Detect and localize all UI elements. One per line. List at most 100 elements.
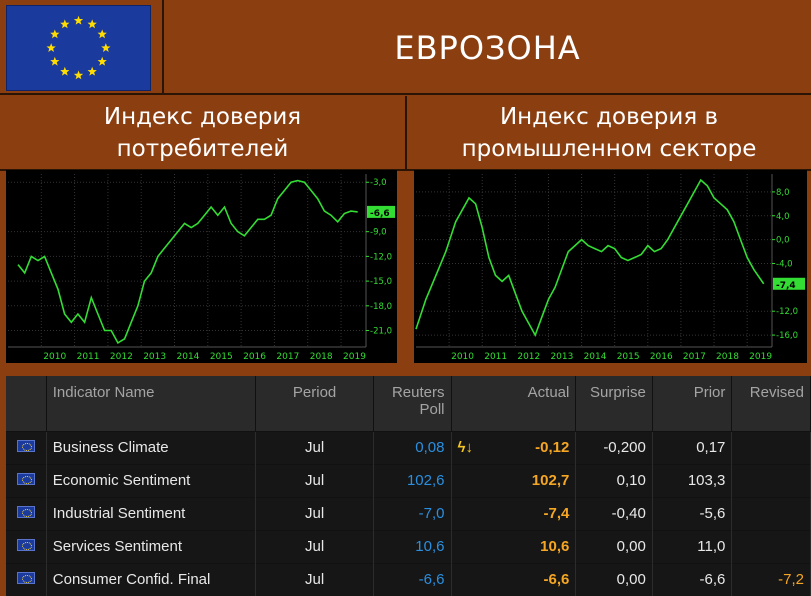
- flag-star-icon: [46, 43, 56, 52]
- prior: 0,17: [652, 430, 733, 464]
- lightning-down-icon: ϟ↓: [457, 439, 473, 456]
- prior: -5,6: [652, 496, 733, 530]
- revised: -7,2: [731, 562, 811, 596]
- x-tick-label: 2012: [110, 352, 133, 362]
- actual-value: -6,6: [451, 562, 577, 596]
- indicator-name: Industrial Sentiment: [46, 496, 257, 530]
- y-tick-label: -21,0: [370, 327, 392, 337]
- reuters-poll: 102,6: [373, 463, 452, 497]
- last-value-label: -7,4: [776, 281, 796, 291]
- prior-text: 0,17: [696, 439, 726, 456]
- reuters-poll-text: -6,6: [418, 571, 445, 589]
- reuters-poll-text: 0,08: [415, 439, 445, 456]
- table-row[interactable]: Services Sentiment Jul 10,6 10,6 0,00 11,0: [6, 529, 811, 563]
- revised: [731, 463, 811, 497]
- x-tick-label: 2014: [177, 352, 200, 362]
- revised: [731, 496, 811, 530]
- panel-title-industry: Индекс доверия в промышленном секторе: [461, 104, 757, 162]
- period-text: Jul: [304, 505, 325, 522]
- table-row[interactable]: Consumer Confid. Final Jul -6,6 -6,6 0,00 -6,…: [6, 562, 811, 596]
- flag-star-icon: [87, 19, 97, 29]
- reuters-poll-text: 102,6: [406, 472, 445, 489]
- y-tick-label: -4,0: [776, 259, 793, 269]
- prior: 11,0: [652, 529, 733, 563]
- table-row[interactable]: Economic Sentiment Jul 102,6 102,7 0,10 103,3: [6, 463, 811, 497]
- eu-flag-icon: [6, 5, 151, 91]
- prior-text: 11,0: [697, 538, 726, 555]
- eu-flag-icon: [16, 473, 35, 485]
- flag-star-icon: [73, 15, 84, 25]
- flag-star-icon: [50, 29, 60, 39]
- x-tick-label: 2013: [550, 352, 573, 362]
- x-tick-label: 2017: [276, 352, 299, 362]
- x-tick-label: 2019: [343, 352, 366, 362]
- indicator-name: Consumer Confid. Final: [46, 562, 257, 596]
- prior-text: -5,6: [699, 505, 726, 522]
- flag-star-icon: [87, 66, 97, 76]
- table-row[interactable]: Business Climate Jul 0,08 ϟ↓ -0,12 -0,200 0,17: [6, 430, 811, 464]
- y-tick-label: -12,0: [370, 252, 392, 262]
- col-reuters-poll[interactable]: Reuters Poll: [373, 376, 452, 431]
- actual-value: ϟ↓ -0,12: [451, 430, 577, 464]
- reuters-poll-text: 10,6: [415, 538, 445, 555]
- consumer-confidence-svg: -3,0 -6,6 -9,0 -12,0 -15,0 -18,0 -21,0 2010 2011…: [8, 174, 395, 362]
- last-value-badge: [773, 277, 805, 290]
- page-title: ЕВРОЗОНА: [394, 28, 581, 67]
- revised-text: -7,2: [778, 571, 804, 589]
- table-row[interactable]: Industrial Sentiment Jul -7,0 -7,4 -0,40 -5,6: [6, 496, 811, 530]
- row-flag-icon: [6, 463, 47, 497]
- period-text: Jul: [304, 571, 325, 589]
- col-period[interactable]: Period: [255, 376, 374, 431]
- surprise-text: 0,00: [616, 571, 646, 589]
- row-flag-icon: [6, 562, 47, 596]
- period-text: Jul: [304, 439, 325, 456]
- surprise-text: -0,200: [603, 439, 646, 456]
- col-surprise[interactable]: Surprise: [575, 376, 653, 431]
- reuters-poll: 10,6: [373, 529, 452, 563]
- eu-flag-stars: [46, 15, 111, 80]
- actual-value: -7,4: [451, 496, 577, 530]
- surprise-text: 0,10: [616, 472, 646, 489]
- flag-star-icon: [60, 19, 70, 29]
- period: Jul: [255, 529, 374, 563]
- actual-value-text: -7,4: [543, 505, 570, 522]
- indicator-name-text: Economic Sentiment: [52, 472, 191, 489]
- row-flag-icon: [6, 430, 47, 464]
- panel-divider-horizontal: [0, 169, 811, 171]
- eu-flag-icon: [16, 539, 35, 551]
- x-tick-label: 2010: [43, 352, 66, 362]
- col-indicator-name[interactable]: Indicator Name: [46, 376, 257, 431]
- actual-value-text: -0,12: [535, 439, 570, 456]
- indicator-name-text: Consumer Confid. Final: [52, 571, 211, 589]
- eu-flag-icon: [16, 506, 35, 518]
- col-actual[interactable]: Actual: [451, 376, 577, 431]
- y-tick-label: -18,0: [370, 302, 392, 312]
- actual-value-text: 102,7: [531, 472, 570, 489]
- consumer-confidence-chart: -3,0 -6,6 -9,0 -12,0 -15,0 -18,0 -21,0 2010 2011…: [6, 170, 397, 363]
- col-prior[interactable]: Prior: [652, 376, 733, 431]
- industrial-confidence-svg: 8,0 4,0 0,0 -4,0 -7,4 -12,0 -16,0 2010 2011 2012 2…: [415, 174, 805, 362]
- revised: [731, 529, 811, 563]
- col-revised[interactable]: Revised: [731, 376, 811, 431]
- indicator-name-text: Business Climate: [52, 439, 169, 456]
- y-tick-label: 8,0: [776, 188, 790, 198]
- prior-text: -6,6: [699, 571, 726, 589]
- row-flag-icon: [6, 529, 47, 563]
- x-tick-label: 2010: [451, 352, 474, 362]
- y-tick-label: -9,0: [370, 228, 387, 238]
- series-line: [17, 179, 358, 345]
- flag-star-icon: [97, 29, 107, 39]
- x-tick-label: 2016: [243, 352, 266, 362]
- panel-divider: [405, 96, 407, 170]
- indicator-name-text: Industrial Sentiment: [52, 505, 186, 522]
- reuters-poll: -7,0: [373, 496, 452, 530]
- x-tick-label: 2018: [310, 352, 333, 362]
- prior: -6,6: [652, 562, 733, 596]
- x-tick-label: 2019: [749, 352, 772, 362]
- surprise: 0,00: [575, 562, 653, 596]
- x-tick-label: 2018: [716, 352, 739, 362]
- period-text: Jul: [304, 538, 325, 555]
- x-tick-label: 2016: [650, 352, 673, 362]
- actual-value-text: -6,6: [543, 571, 570, 589]
- y-tick-label: -15,0: [370, 277, 392, 287]
